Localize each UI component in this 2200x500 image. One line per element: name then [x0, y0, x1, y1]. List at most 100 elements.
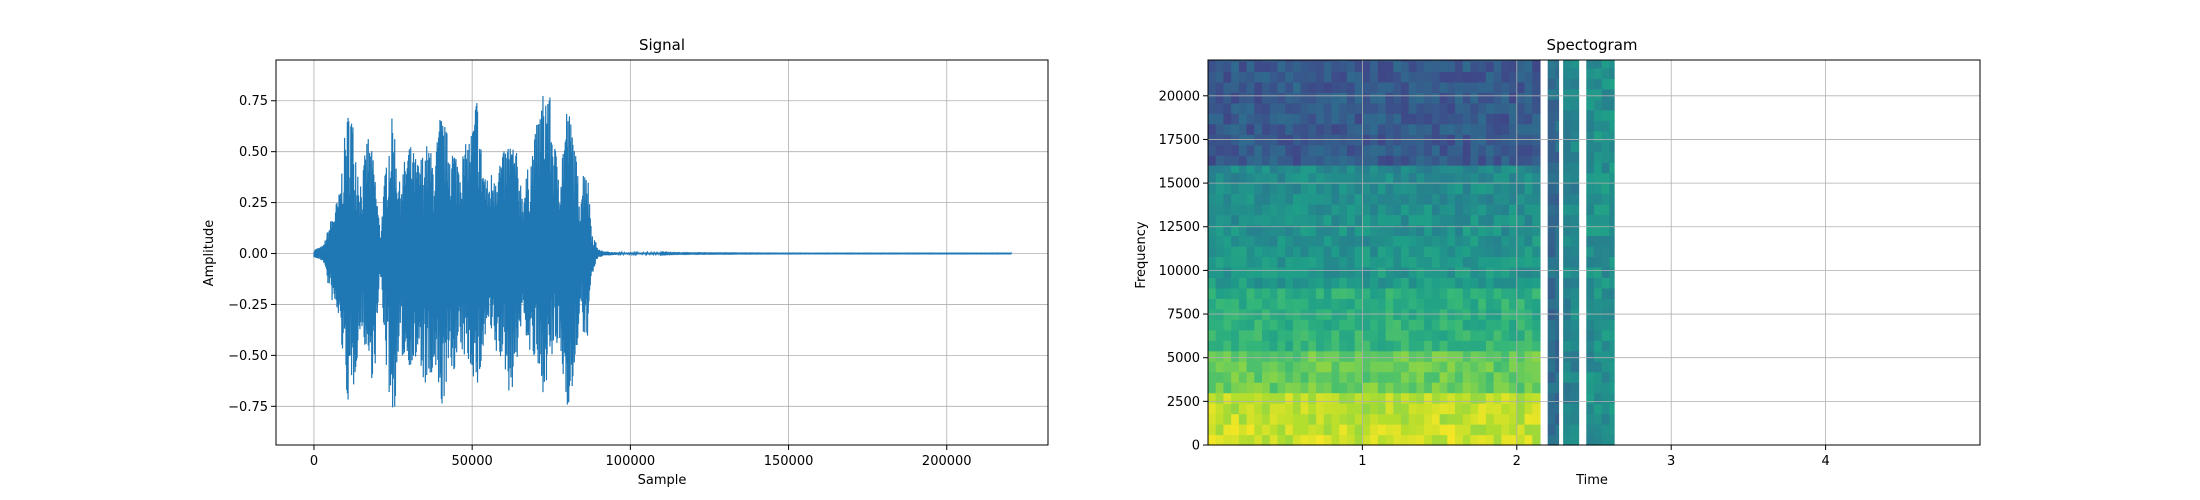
- spectrogram-cell: [1424, 204, 1433, 216]
- spectrogram-cell: [1416, 155, 1425, 167]
- spectrogram-cell: [1393, 361, 1402, 373]
- spectrogram-cell: [1208, 144, 1217, 156]
- spectrogram-cell: [1316, 204, 1325, 216]
- signal-waveform: [313, 95, 1013, 408]
- spectrogram-cell: [1594, 78, 1603, 90]
- spectrogram-cell: [1292, 81, 1302, 93]
- spectrogram-cell: [1323, 361, 1333, 373]
- spectrogram-cell: [1431, 155, 1441, 167]
- spectrogram-cell: [1447, 403, 1456, 415]
- spectrogram-cell: [1277, 113, 1286, 125]
- spectrogram-cell: [1501, 183, 1510, 195]
- spectrogram-cell: [1401, 92, 1410, 104]
- spectrogram-cell: [1262, 371, 1271, 383]
- spectrogram-cell: [1524, 340, 1533, 352]
- spectrogram-cell: [1393, 392, 1402, 404]
- spectrogram-cell: [1277, 81, 1286, 93]
- spectrogram-cell: [1516, 403, 1526, 415]
- spectrogram-cell: [1509, 382, 1518, 394]
- spectrogram-cell: [1416, 123, 1425, 135]
- spectrogram-cell: [1208, 155, 1217, 167]
- spectrogram-cell: [1439, 144, 1448, 156]
- spectrogram-cell: [1470, 123, 1479, 135]
- spectrogram-cell: [1231, 403, 1240, 415]
- spectrogram-cell: [1292, 403, 1302, 415]
- spectrogram-cell: [1447, 266, 1456, 278]
- spectrogram-cell: [1408, 350, 1418, 362]
- spectrogram-cell: [1393, 413, 1402, 425]
- spectrogram-cell: [1555, 88, 1560, 100]
- spectrogram-cell: [1208, 92, 1217, 104]
- spectrogram-cell: [1370, 165, 1379, 174]
- spectrogram-cell: [1208, 298, 1217, 310]
- spectrogram-cell: [1285, 144, 1294, 156]
- spectrogram-cell: [1385, 193, 1394, 205]
- spectrogram-cell: [1478, 204, 1487, 216]
- spectrogram-cell: [1323, 413, 1333, 425]
- spectrogram-cell: [1300, 287, 1309, 299]
- spectrogram-cell: [1493, 287, 1502, 299]
- spectrogram-cell: [1439, 225, 1448, 237]
- spectrogram-cell: [1300, 371, 1309, 383]
- spectrogram-cell: [1292, 183, 1302, 195]
- spectrogram-cell: [1424, 256, 1433, 268]
- spectrogram-cell: [1594, 319, 1603, 331]
- spectrogram-cell: [1555, 382, 1560, 394]
- spectrogram-cell: [1300, 92, 1309, 104]
- spectrogram-cell: [1292, 266, 1302, 278]
- spectrogram-cell: [1354, 155, 1363, 167]
- spectrogram-cell: [1339, 361, 1348, 373]
- spectrogram-cell: [1323, 144, 1333, 156]
- spectrogram-cell: [1439, 434, 1448, 446]
- spectrogram-cell: [1594, 235, 1603, 247]
- spectrogram-cell: [1362, 329, 1371, 341]
- spectrogram-cell: [1493, 172, 1502, 184]
- spectrogram-cell: [1393, 329, 1402, 341]
- spectrogram-cell: [1346, 193, 1356, 205]
- spectrogram-cell: [1594, 329, 1603, 341]
- spectrogram-cell: [1370, 424, 1379, 436]
- spectrogram-cell: [1478, 235, 1487, 247]
- spectrogram-cell: [1555, 361, 1560, 373]
- spectrogram-cell: [1609, 403, 1615, 415]
- spectrogram-cell: [1424, 413, 1433, 425]
- spectrogram-cell: [1308, 371, 1317, 383]
- spectrogram-cell: [1300, 183, 1309, 195]
- spectrogram-cell: [1509, 165, 1518, 174]
- spectrogram-cell: [1238, 71, 1248, 83]
- spectrogram-cell: [1408, 256, 1418, 268]
- spectrogram-cell: [1254, 392, 1263, 404]
- spectrogram-cell: [1555, 298, 1560, 310]
- spectrogram-cell: [1238, 287, 1248, 299]
- spectrogram-cell: [1377, 340, 1387, 352]
- spectrogram-cell: [1285, 245, 1294, 258]
- spectrogram-cell: [1516, 350, 1526, 362]
- spectrogram-cell: [1524, 113, 1533, 125]
- spectrogram-cell: [1254, 144, 1263, 156]
- spectrogram-cell: [1431, 113, 1441, 125]
- spectrogram-cell: [1609, 120, 1615, 132]
- spectrogram-cell: [1493, 225, 1502, 237]
- spectrogram-cell: [1339, 113, 1348, 125]
- spectrogram-cell: [1416, 424, 1425, 436]
- spectrogram-cell: [1586, 403, 1595, 415]
- spectrogram-cell: [1308, 319, 1317, 331]
- spectrogram-cell: [1339, 403, 1348, 415]
- spectrogram-cell: [1447, 102, 1456, 114]
- spectrogram-cell: [1316, 392, 1325, 404]
- spectrogram-cell: [1370, 155, 1379, 167]
- spectrogram-cell: [1586, 434, 1595, 446]
- spectrogram-cell: [1447, 214, 1456, 226]
- spectrogram-cell: [1509, 392, 1518, 404]
- spectrogram-cell: [1277, 413, 1286, 425]
- spectrogram-cell: [1447, 287, 1456, 299]
- spectrogram-cell: [1385, 60, 1394, 72]
- spectrogram-cell: [1308, 155, 1317, 167]
- spectrogram-cell: [1601, 78, 1611, 90]
- spectrogram-cell: [1215, 287, 1225, 299]
- spectrogram-cell: [1362, 371, 1371, 383]
- spectrogram-cell: [1478, 102, 1487, 114]
- spectrogram-cell: [1215, 434, 1225, 446]
- spectrogram-cell: [1215, 60, 1225, 62]
- spectrogram-cell: [1447, 434, 1456, 446]
